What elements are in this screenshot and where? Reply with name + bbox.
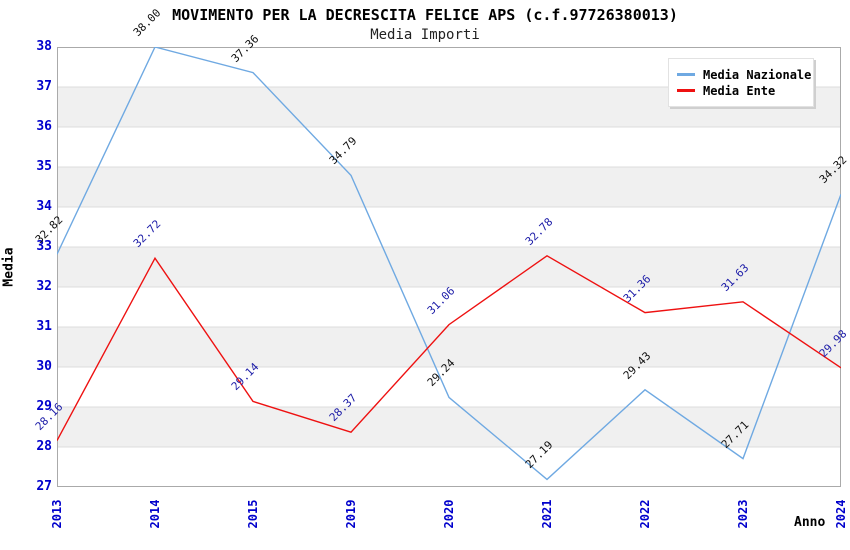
x-tick-label: 2014 [148,499,162,529]
plot-border [57,47,841,487]
background-band [57,167,841,207]
y-tick-label: 33 [36,239,52,254]
x-tick-label: 2021 [540,499,554,529]
y-tick-label: 29 [36,399,52,414]
legend: Media Nazionale Media Ente [668,58,814,107]
y-tick-label: 36 [36,119,52,134]
chart-subtitle: Media Importi [370,27,480,43]
x-tick-label: 2015 [246,499,260,529]
plot-svg [57,47,841,487]
legend-item-media-nazionale: Media Nazionale [677,67,811,82]
x-tick-label: 2020 [442,499,456,529]
y-tick-label: 37 [36,79,52,94]
x-tick-label: 2024 [834,499,848,529]
legend-item-media-ente: Media Ente [677,83,805,98]
x-tick-label: 2023 [736,499,750,529]
series-line-media-nazionale [57,47,841,481]
y-tick-label: 30 [36,359,52,374]
y-tick-label: 27 [36,479,52,494]
plot-area [57,47,841,487]
x-axis-title: Anno [794,515,826,530]
legend-label: Media Ente [703,83,776,98]
y-tick-label: 38 [36,39,52,54]
background-band [57,447,841,487]
background-band [57,207,841,247]
background-band [57,247,841,287]
y-tick-label: 35 [36,159,52,174]
y-tick-label: 32 [36,279,52,294]
y-tick-label: 34 [36,199,52,214]
media-ente-line-swatch [677,89,695,92]
y-tick-label: 31 [36,319,52,334]
series-line-media-ente [57,254,841,441]
y-axis-title: Media [1,247,17,287]
y-tick-label: 28 [36,439,52,454]
media-nazionale-line-swatch [677,73,695,76]
background-band [57,327,841,367]
x-tick-label: 2022 [638,499,652,529]
legend-label: Media Nazionale [703,67,812,82]
background-band [57,407,841,447]
x-tick-label: 2013 [50,499,64,529]
x-tick-label: 2019 [344,499,358,529]
background-band [57,367,841,407]
chart-title: MOVIMENTO PER LA DECRESCITA FELICE APS (… [172,6,678,24]
background-band [57,127,841,167]
